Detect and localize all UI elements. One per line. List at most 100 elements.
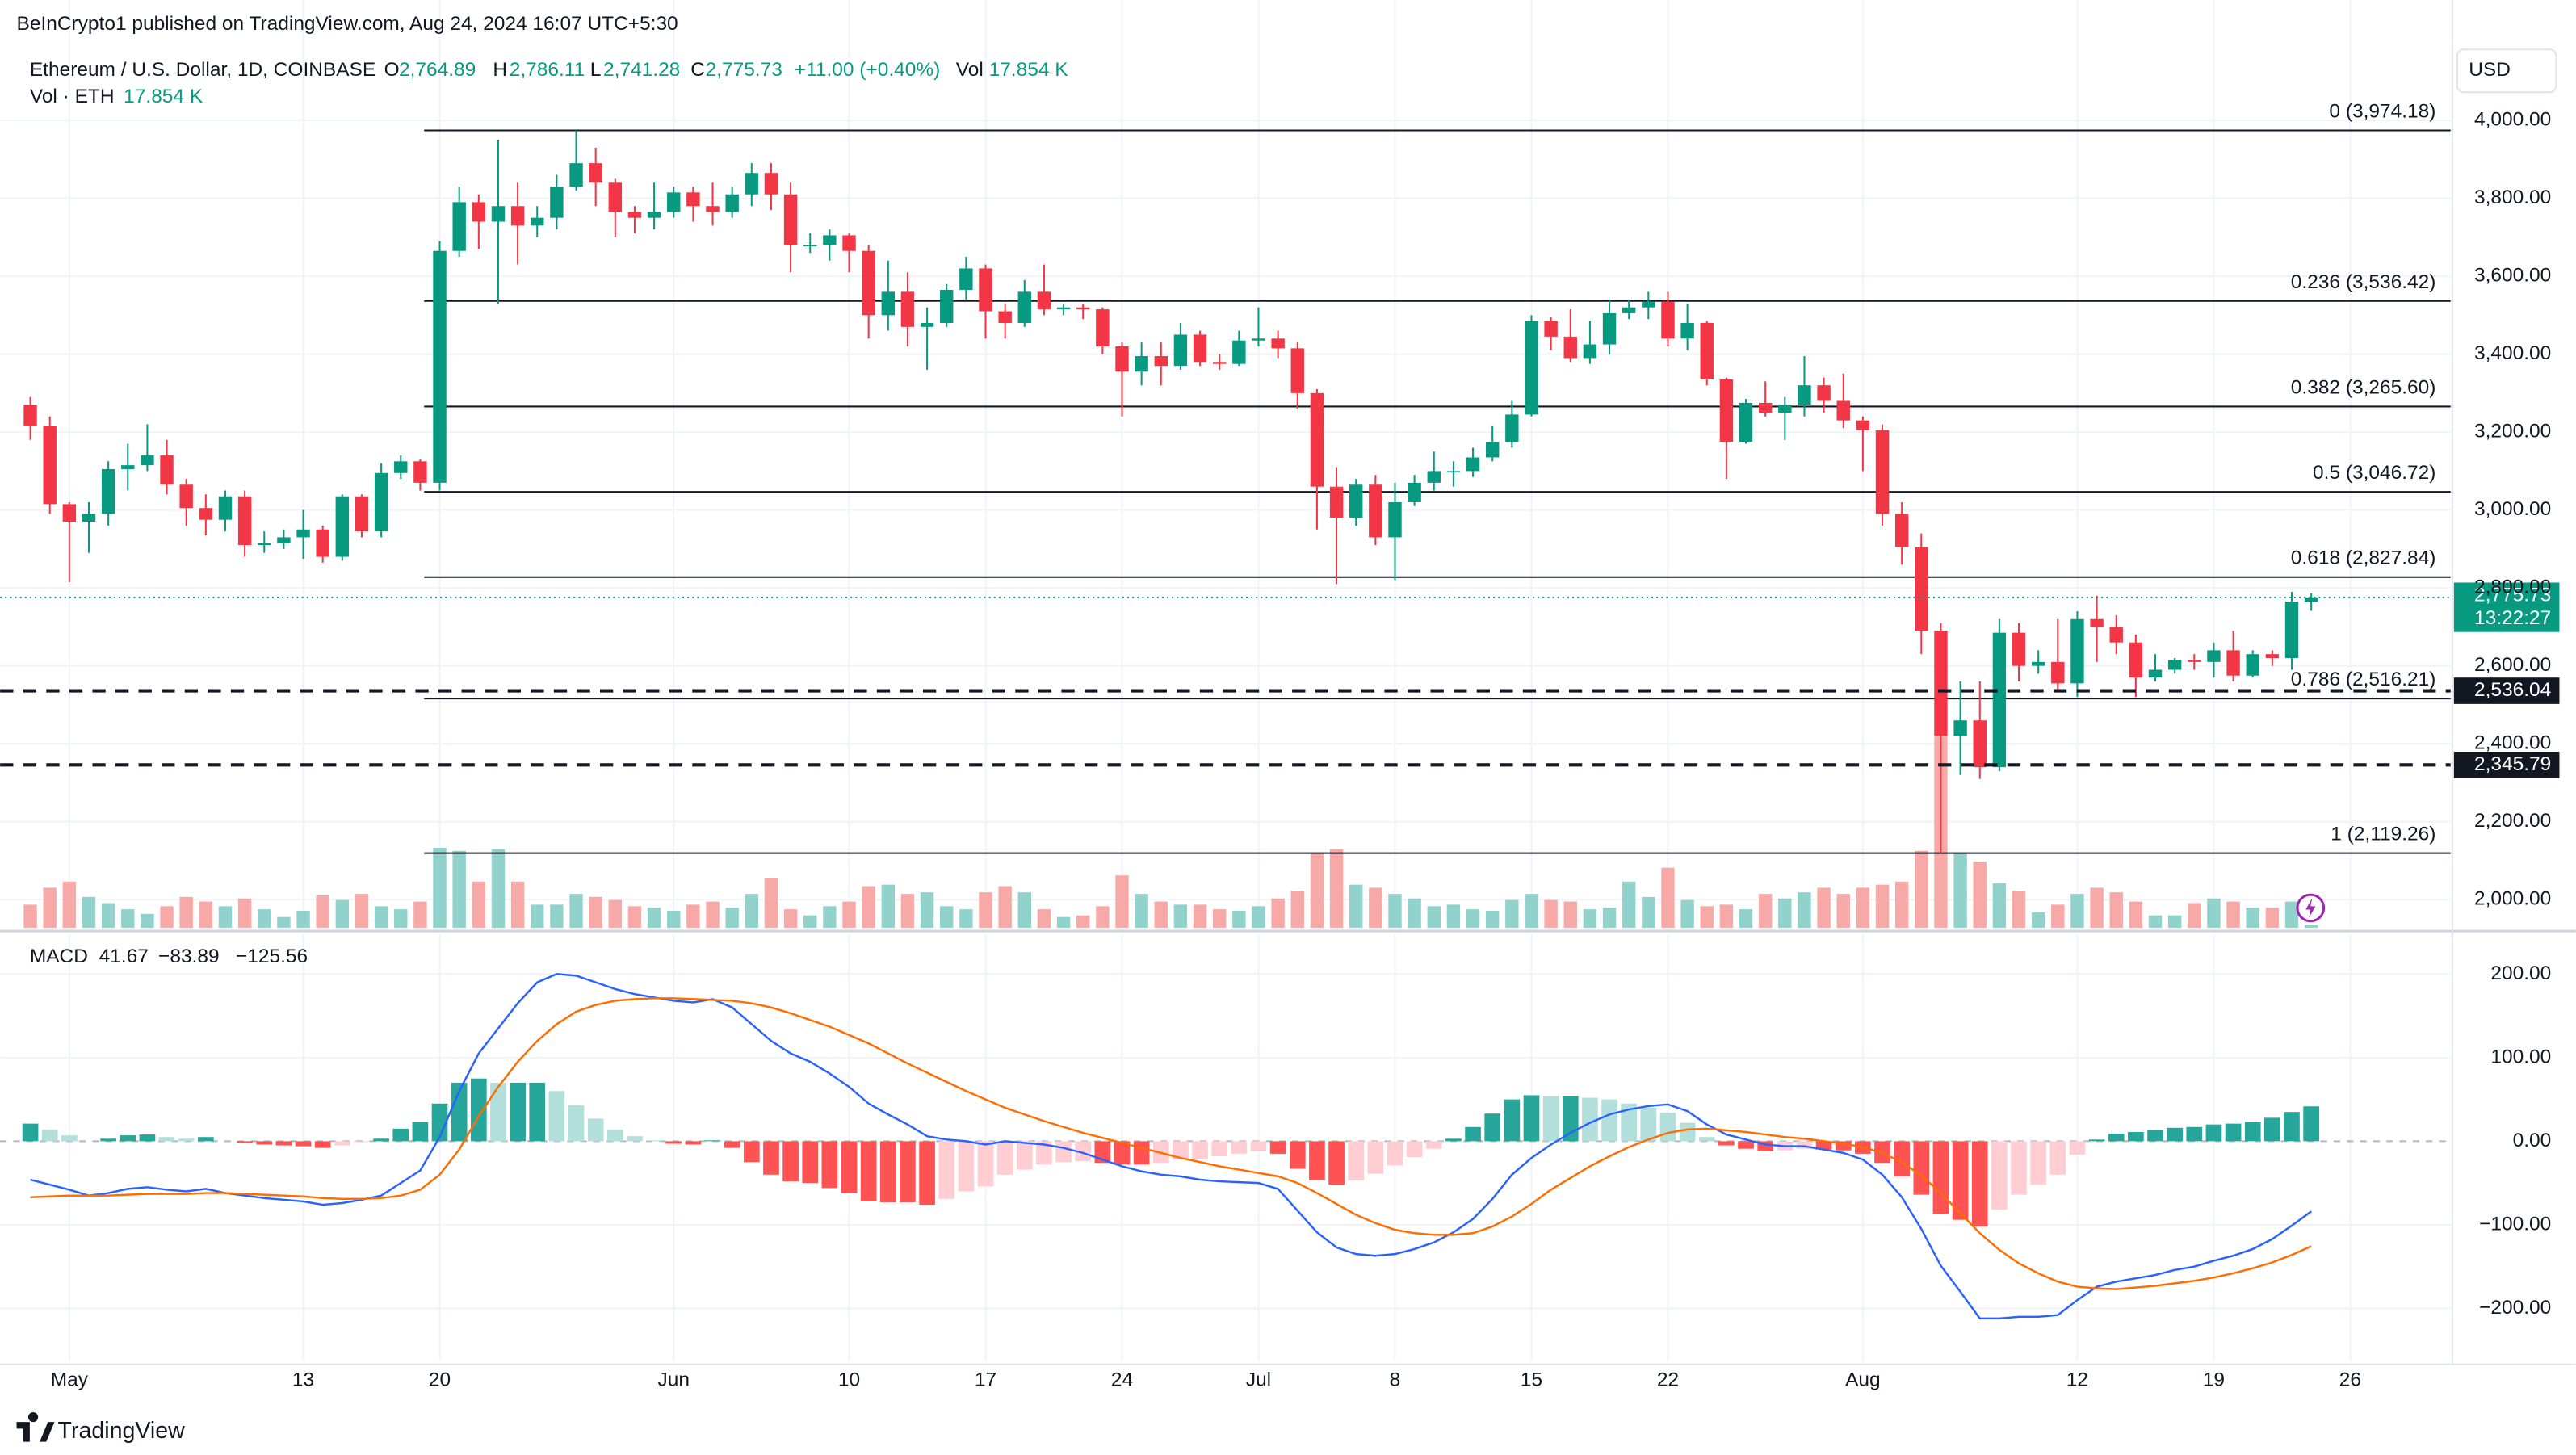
- candle-body: [1446, 471, 1461, 473]
- macd-histogram-bar: [22, 1123, 39, 1142]
- volume-bar: [1427, 906, 1441, 928]
- macd-histogram-bar: [1289, 1141, 1306, 1169]
- volume-bar: [199, 901, 213, 928]
- volume-bar: [1661, 867, 1675, 928]
- volume-bar: [433, 847, 447, 928]
- volume-bar: [979, 892, 992, 928]
- candle-body: [2070, 618, 2084, 684]
- macd-histogram-bar: [1425, 1141, 1442, 1149]
- candle-body: [1017, 291, 1031, 323]
- volume-bar: [2188, 903, 2201, 928]
- x-tick-label: Aug: [1845, 1369, 1881, 1391]
- y-tick-label: 2,800.00: [2474, 577, 2551, 598]
- candle-body: [1135, 356, 1148, 372]
- candle-body: [1778, 405, 1792, 413]
- macd-histogram-bar: [1328, 1141, 1345, 1185]
- macd-histogram-bar: [1269, 1141, 1286, 1154]
- macd-histogram-bar: [2108, 1134, 2125, 1142]
- macd-histogram-bar: [1387, 1141, 1403, 1166]
- volume-bar: [1583, 909, 1597, 928]
- candle-body: [1622, 307, 1636, 313]
- x-tick-label: May: [51, 1369, 89, 1391]
- macd-histogram-bar: [587, 1118, 604, 1142]
- candle-body: [1505, 414, 1519, 442]
- volume-bar: [1719, 904, 1734, 928]
- x-tick-label: Jul: [1246, 1369, 1271, 1391]
- candle-body: [394, 461, 408, 473]
- candle-body: [2207, 650, 2221, 662]
- x-tick-label: 10: [838, 1369, 860, 1391]
- volume-bar: [1894, 881, 1909, 928]
- macd-histogram-bar: [1991, 1141, 2008, 1210]
- candle-body: [1096, 309, 1110, 346]
- macd-histogram-bar: [802, 1141, 819, 1184]
- macd-histogram-bar: [120, 1135, 136, 1142]
- macd-histogram-bar: [900, 1141, 916, 1202]
- candle-body: [803, 245, 817, 247]
- macd-histogram-bar: [743, 1141, 760, 1163]
- macd-histogram-bar: [1075, 1141, 1092, 1162]
- volume-bar: [1017, 892, 1031, 928]
- volume-bar: [1700, 906, 1714, 928]
- candle-body: [1798, 385, 1811, 405]
- y-tick-label: 3,400.00: [2474, 342, 2551, 364]
- y-tick-label: −100.00: [2479, 1213, 2551, 1235]
- volume-bar: [706, 901, 720, 928]
- fib-label: 0 (3,974.18): [2329, 101, 2435, 123]
- candle-body: [1252, 338, 1265, 341]
- x-tick-label: 26: [2339, 1369, 2361, 1391]
- macd-histogram-bar: [685, 1141, 702, 1145]
- ohlc-value: 2,786.11: [510, 59, 585, 81]
- x-tick-label: Jun: [658, 1369, 690, 1391]
- volume-bar: [1349, 884, 1363, 928]
- y-tick-label: 200.00: [2490, 962, 2551, 984]
- macd-histogram-bar: [1815, 1141, 1832, 1150]
- fib-label: 0.382 (3,265.60): [2291, 376, 2436, 398]
- y-tick-label: 2,200.00: [2474, 810, 2551, 832]
- macd-histogram-bar: [1504, 1099, 1521, 1142]
- macd-histogram-bar: [139, 1134, 156, 1142]
- volume-bar: [23, 904, 37, 928]
- volume-bar: [667, 911, 681, 928]
- currency-label[interactable]: USD: [2469, 59, 2511, 81]
- volume-bar: [842, 901, 856, 928]
- macd-histogram-bar: [919, 1141, 935, 1206]
- brand-name: TradingView: [58, 1418, 186, 1444]
- currency-button[interactable]: [2456, 48, 2557, 94]
- volume-bar: [1505, 899, 1519, 928]
- candle-body: [1719, 379, 1734, 442]
- volume-bar: [940, 906, 954, 928]
- macd-histogram-bar: [275, 1141, 292, 1146]
- macd-histogram-bar: [1562, 1096, 1579, 1142]
- candle-body: [959, 268, 973, 290]
- candle-body: [2188, 660, 2201, 662]
- macd-histogram-bar: [510, 1082, 526, 1142]
- candle-body: [218, 496, 233, 520]
- volume-bar: [2304, 925, 2318, 928]
- macd-histogram-bar: [1698, 1137, 1715, 1142]
- macd-histogram-bar: [996, 1141, 1013, 1175]
- volume-bar: [2051, 904, 2065, 928]
- macd-histogram-bar: [2167, 1127, 2183, 1142]
- volume-bar: [1563, 901, 1577, 928]
- last-price-box: [2453, 582, 2560, 632]
- macd-histogram-bar: [158, 1137, 175, 1142]
- macd-histogram-bar: [2049, 1141, 2066, 1175]
- volume-bar: [745, 894, 759, 928]
- macd-histogram-bar: [1523, 1095, 1540, 1142]
- volume-bar: [1037, 909, 1051, 928]
- macd-histogram-bar: [1679, 1122, 1696, 1142]
- macd-histogram-bar: [1114, 1141, 1131, 1165]
- y-tick-label: 2,600.00: [2474, 654, 2551, 676]
- macd-histogram-bar: [1913, 1141, 1930, 1195]
- candle-body: [1349, 484, 1363, 518]
- macd-histogram-bar: [1971, 1141, 1988, 1226]
- candle-body: [2031, 661, 2045, 666]
- macd-histogram-bar: [2030, 1141, 2047, 1185]
- candle-body: [1329, 486, 1344, 518]
- volume-bar: [569, 894, 583, 928]
- x-tick-label: 8: [1390, 1369, 1401, 1391]
- candle-body: [1973, 720, 1987, 768]
- x-tick-label: 15: [1521, 1369, 1542, 1391]
- macd-histogram-bar: [548, 1091, 565, 1142]
